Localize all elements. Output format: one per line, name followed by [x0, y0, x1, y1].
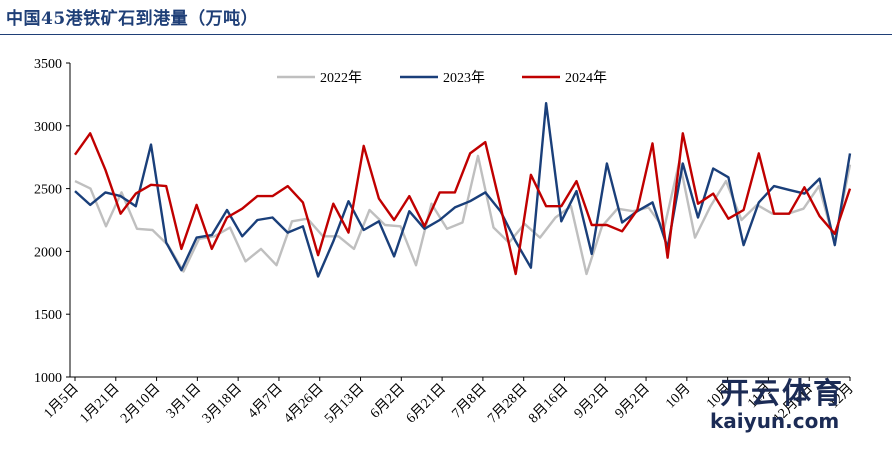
y-tick-label: 2000	[34, 245, 62, 260]
legend-label: 2022年	[320, 70, 362, 86]
legend-label: 2024年	[565, 70, 607, 86]
series-lines	[74, 101, 852, 278]
x-tick-label: 6月21日	[403, 381, 449, 427]
x-tick-label: 1月5日	[41, 381, 82, 422]
x-tick-label: 7月8日	[449, 381, 490, 422]
chart-title: 中国45港铁矿石到港量（万吨）	[6, 9, 259, 29]
x-tick-label: 5月13日	[321, 381, 367, 427]
legend: 2022年 2023年 2024年	[277, 70, 607, 86]
watermark-logo: 开云体育	[720, 376, 845, 410]
x-tick-label: 10月	[663, 381, 694, 412]
x-tick-label: 8月16日	[525, 381, 571, 427]
x-tick-label: 7月28日	[485, 381, 531, 427]
y-tick-label: 1000	[34, 371, 62, 386]
x-tick-label: 9月2日	[571, 381, 612, 422]
y-tick-label: 3000	[34, 120, 62, 135]
x-tick-label: 6月2日	[367, 381, 408, 422]
series-line-2022年	[74, 154, 852, 276]
y-tick-label: 2500	[34, 183, 62, 198]
x-tick-label: 1月21日	[77, 381, 123, 427]
chart-axes	[69, 63, 850, 378]
y-tick-label: 1500	[34, 308, 62, 323]
x-tick-label: 9月2日	[612, 381, 653, 422]
series-line-2024年	[74, 132, 852, 276]
y-axis-ticks: 1000 1500 2000 2500 3000 3500	[34, 57, 70, 386]
x-tick-label: 2月10日	[117, 381, 163, 427]
title-rule	[0, 34, 892, 35]
watermark-url: kaiyun.com	[710, 409, 840, 433]
x-tick-label: 3月1日	[163, 381, 204, 422]
legend-label: 2023年	[443, 70, 485, 86]
x-tick-label: 4月7日	[245, 381, 286, 422]
x-tick-label: 4月26日	[281, 381, 327, 427]
series-line-2023年	[74, 101, 852, 278]
y-tick-label: 3500	[34, 57, 62, 72]
x-tick-label: 3月18日	[199, 381, 245, 427]
